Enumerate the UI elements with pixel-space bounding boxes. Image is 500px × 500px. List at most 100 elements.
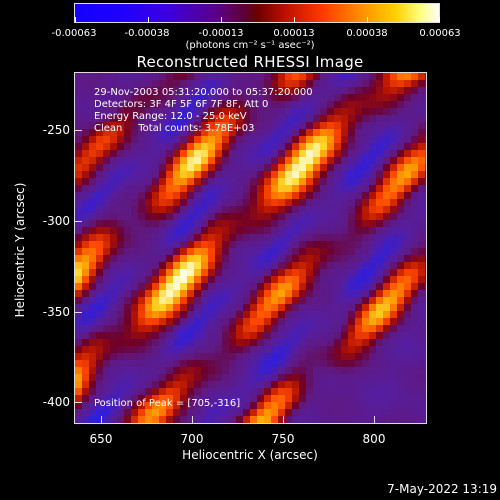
image-pixel [313, 248, 321, 256]
image-pixel [166, 115, 174, 123]
image-pixel [145, 129, 153, 137]
image-pixel [222, 206, 230, 214]
image-pixel [180, 171, 188, 179]
image-pixel [250, 269, 258, 277]
image-pixel [376, 276, 384, 284]
image-pixel [89, 94, 97, 102]
image-pixel [278, 374, 286, 382]
image-pixel [222, 199, 230, 207]
image-pixel [250, 241, 258, 249]
image-pixel [334, 80, 342, 88]
image-pixel [96, 297, 104, 305]
image-pixel [82, 248, 90, 256]
image-pixel [257, 311, 265, 319]
image-pixel [418, 101, 426, 109]
image-pixel [348, 101, 356, 109]
image-pixel [299, 339, 307, 347]
image-pixel [236, 248, 244, 256]
image-pixel [152, 395, 160, 403]
image-pixel [229, 150, 237, 158]
image-pixel [222, 157, 230, 165]
image-pixel [201, 269, 209, 277]
image-pixel [82, 325, 90, 333]
image-pixel [362, 178, 370, 186]
image-pixel [173, 262, 181, 270]
image-pixel [285, 178, 293, 186]
image-pixel [418, 325, 426, 333]
image-pixel [271, 164, 279, 172]
image-pixel [110, 108, 118, 116]
image-pixel [229, 192, 237, 200]
image-pixel [355, 143, 363, 151]
image-pixel [138, 136, 146, 144]
image-pixel [89, 220, 97, 228]
image-pixel [187, 269, 195, 277]
image-pixel [348, 213, 356, 221]
image-pixel [299, 248, 307, 256]
image-pixel [313, 311, 321, 319]
image-pixel [173, 367, 181, 375]
image-pixel [425, 276, 426, 284]
image-pixel [362, 381, 370, 389]
image-pixel [124, 101, 132, 109]
image-pixel [96, 367, 104, 375]
image-pixel [194, 220, 202, 228]
image-pixel [124, 346, 132, 354]
image-pixel [250, 325, 258, 333]
image-pixel [96, 122, 104, 130]
image-pixel [187, 87, 195, 95]
image-pixel [404, 353, 412, 361]
image-pixel [334, 143, 342, 151]
image-pixel [425, 353, 426, 361]
image-pixel [194, 122, 202, 130]
image-pixel [131, 318, 139, 326]
image-pixel [348, 199, 356, 207]
image-pixel [348, 297, 356, 305]
image-pixel [96, 73, 104, 81]
image-pixel [180, 416, 188, 423]
image-pixel [75, 108, 83, 116]
image-pixel [201, 108, 209, 116]
image-pixel [320, 136, 328, 144]
image-pixel [236, 269, 244, 277]
image-pixel [117, 409, 125, 417]
image-pixel [334, 206, 342, 214]
image-pixel [369, 241, 377, 249]
image-pixel [313, 360, 321, 368]
image-pixel [138, 409, 146, 417]
image-pixel [180, 367, 188, 375]
image-pixel [96, 220, 104, 228]
image-pixel [425, 136, 426, 144]
image-pixel [306, 346, 314, 354]
image-pixel [376, 80, 384, 88]
image-pixel [180, 402, 188, 410]
image-pixel [96, 199, 104, 207]
image-pixel [180, 220, 188, 228]
image-pixel [166, 248, 174, 256]
image-pixel [320, 143, 328, 151]
image-pixel [411, 402, 419, 410]
image-pixel [299, 262, 307, 270]
image-pixel [362, 206, 370, 214]
image-pixel [278, 234, 286, 242]
image-pixel [96, 115, 104, 123]
image-pixel [180, 283, 188, 291]
image-pixel [131, 325, 139, 333]
image-pixel [75, 325, 83, 333]
image-pixel [418, 360, 426, 368]
image-pixel [236, 80, 244, 88]
image-pixel [313, 374, 321, 382]
image-pixel [159, 80, 167, 88]
image-pixel [201, 395, 209, 403]
image-pixel [152, 129, 160, 137]
image-pixel [236, 164, 244, 172]
image-pixel [236, 290, 244, 298]
image-pixel [257, 283, 265, 291]
image-pixel [89, 248, 97, 256]
image-pixel [194, 402, 202, 410]
image-pixel [320, 395, 328, 403]
image-pixel [313, 409, 321, 417]
image-pixel [152, 220, 160, 228]
image-pixel [334, 101, 342, 109]
image-pixel [110, 94, 118, 102]
